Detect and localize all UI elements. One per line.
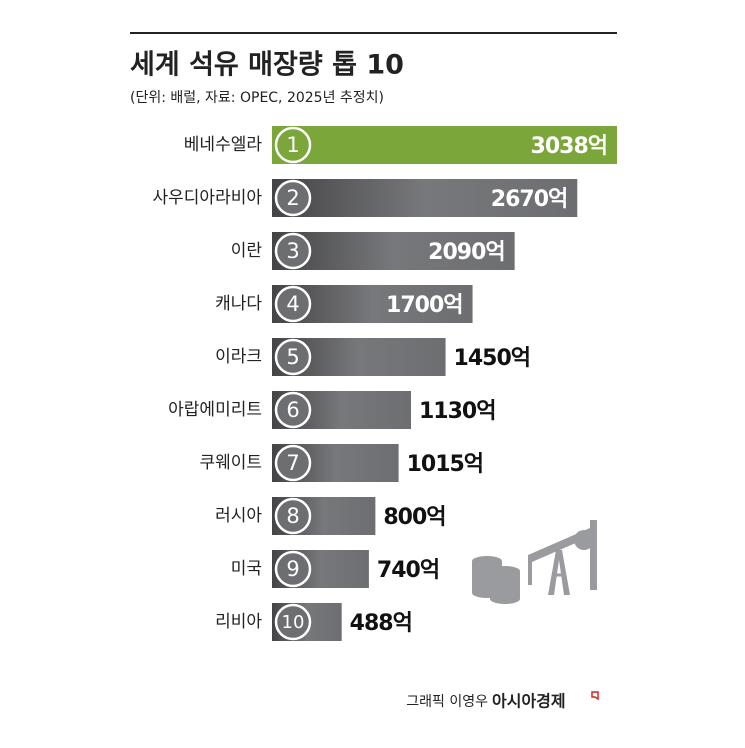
category-label: 미국 <box>231 559 262 579</box>
rank-label: 5 <box>286 345 299 369</box>
brand-mark <box>591 691 599 701</box>
oil-icon <box>472 520 597 604</box>
value-label: 740억 <box>377 558 439 583</box>
rank-badge <box>274 444 312 482</box>
value-label: 488억 <box>350 611 412 636</box>
category-label: 쿠웨이트 <box>199 453 262 473</box>
rank-badge <box>274 232 312 270</box>
credit: 그래픽 이영우 <box>406 694 488 710</box>
value-label: 1450억 <box>454 346 530 371</box>
value-label: 2090억 <box>428 240 504 265</box>
bar <box>272 126 617 164</box>
rank-badge <box>274 179 312 217</box>
category-label: 캐나다 <box>215 294 262 314</box>
category-label: 러시아 <box>215 506 262 526</box>
rank-label: 9 <box>286 557 299 581</box>
rank-label: 7 <box>286 451 299 475</box>
value-label: 1015억 <box>407 452 483 477</box>
value-label: 2670억 <box>491 187 567 212</box>
value-label: 3038억 <box>531 134 607 159</box>
rank-badge <box>274 285 312 323</box>
bar <box>272 179 578 217</box>
rank-badge <box>274 550 312 588</box>
category-label: 베네수엘라 <box>184 135 263 155</box>
brand: 아시아경제 <box>492 692 566 711</box>
category-label: 리비아 <box>215 612 262 632</box>
rank-label: 2 <box>286 186 299 210</box>
rank-badge <box>274 126 312 164</box>
category-label: 아랍에미리트 <box>168 400 262 420</box>
subtitle: (단위: 배럴, 자료: OPEC, 2025년 추정치) <box>130 90 384 106</box>
value-label: 800억 <box>383 505 445 530</box>
value-label: 1700억 <box>386 293 462 318</box>
rank-label: 6 <box>286 398 299 422</box>
category-label: 이란 <box>231 241 263 261</box>
bar <box>272 232 515 270</box>
rank-badge <box>274 603 312 641</box>
chart-title: 세계 석유 매장량 톱 10 <box>130 50 404 81</box>
rank-label: 1 <box>286 133 299 157</box>
category-label: 이라크 <box>215 347 262 367</box>
rank-badge <box>274 391 312 429</box>
rank-badge <box>274 338 312 376</box>
rank-label: 4 <box>286 292 299 316</box>
rank-label: 10 <box>282 612 305 633</box>
rank-badge <box>274 497 312 535</box>
value-label: 1130억 <box>419 399 495 424</box>
rank-label: 3 <box>286 239 299 263</box>
rank-label: 8 <box>286 504 299 528</box>
category-label: 사우디아라비아 <box>153 188 263 208</box>
